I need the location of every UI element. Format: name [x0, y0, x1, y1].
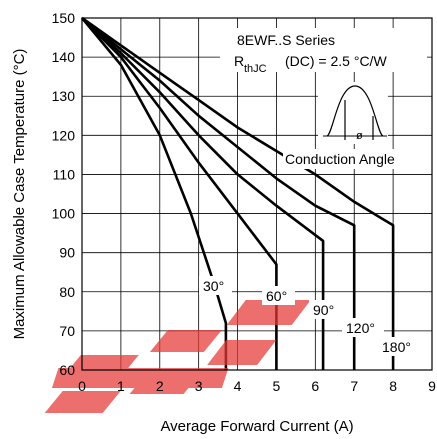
rth-symbol: R	[234, 53, 244, 69]
series-label: 60°	[266, 288, 287, 304]
x-tick-label: 7	[350, 378, 358, 394]
series-labels: 30° 60° 90° 120° 180°	[199, 276, 420, 356]
series-label: 90°	[313, 302, 334, 318]
x-axis-title: Average Forward Current (A)	[160, 418, 353, 435]
conduction-angle-label: Conduction Angle	[285, 151, 395, 167]
plot-frame	[81, 17, 433, 371]
series-label-background	[199, 276, 232, 295]
curves	[80, 16, 395, 370]
series-label: 180°	[382, 339, 411, 355]
x-tick-label: 2	[156, 378, 164, 394]
x-tick-label: 5	[273, 378, 281, 394]
y-tick-label: 130	[52, 88, 76, 104]
conduction-angle-inset: 8EWF..S Series R thJC (DC) = 2.5 °C/W ø …	[220, 28, 427, 169]
series-line	[80, 17, 228, 370]
y-axis-title: Maximum Allowable Case Temperature (°C)	[11, 49, 28, 340]
x-tick-label: 0	[78, 378, 86, 394]
series-line	[81, 16, 395, 370]
series-title: 8EWF..S Series	[237, 32, 335, 48]
series-label-background	[262, 286, 295, 305]
y-tick-label: 60	[59, 362, 75, 378]
y-tick-label: 70	[59, 323, 75, 339]
x-tick-label: 9	[428, 378, 436, 394]
series-line	[81, 17, 278, 370]
y-tick-label: 80	[59, 284, 75, 300]
rth-subscript: thJC	[244, 63, 267, 75]
inset-background	[220, 28, 427, 72]
rth-value: (DC) = 2.5 °C/W	[285, 53, 387, 69]
conduction-label-background	[283, 149, 423, 169]
y-tick-label: 110	[53, 166, 76, 182]
series-label-background	[378, 337, 420, 356]
inset-wave-background	[318, 82, 388, 144]
x-tick-label: 4	[234, 378, 242, 394]
y-tick-label: 90	[59, 245, 75, 261]
x-tick-label: 3	[195, 378, 203, 394]
series-line	[81, 17, 325, 370]
x-tick-label: 1	[117, 378, 125, 394]
watermark-logo	[44, 300, 311, 413]
y-tick-label: 100	[52, 206, 76, 222]
x-tick-label: 6	[311, 378, 319, 394]
y-tick-label: 150	[52, 10, 76, 26]
axes: 0 1 2 3 4 5 6 7 8 9 60 70 80 90 100 110 120 130 140 150 Aver…	[11, 10, 436, 435]
series-label: 120°	[346, 320, 375, 336]
y-tick-label: 120	[52, 127, 76, 143]
theta-symbol: ø	[356, 130, 363, 142]
y-tick-label: 140	[52, 49, 76, 65]
series-label-background	[342, 318, 384, 337]
half-sine-wave	[326, 85, 384, 137]
x-tick-label: 8	[389, 378, 397, 394]
series-label-background	[309, 300, 342, 319]
series-label: 30°	[203, 278, 224, 294]
series-line	[81, 16, 356, 370]
